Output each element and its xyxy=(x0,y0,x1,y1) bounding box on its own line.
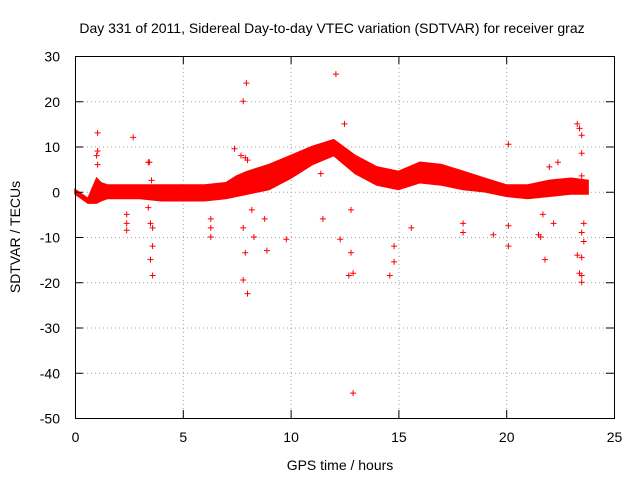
data-point xyxy=(147,256,154,263)
data-point xyxy=(240,224,247,231)
y-tick-label: -50 xyxy=(40,411,60,427)
data-point xyxy=(550,220,557,227)
data-point xyxy=(408,224,415,231)
data-point xyxy=(542,256,548,263)
data-point xyxy=(149,243,156,250)
y-tick-label: -10 xyxy=(40,230,60,246)
sdtvar-band xyxy=(74,138,589,204)
data-point xyxy=(147,220,154,227)
data-point xyxy=(350,390,357,397)
data-point xyxy=(578,272,585,279)
data-point xyxy=(146,159,153,166)
data-point xyxy=(578,172,585,179)
data-point xyxy=(145,204,152,211)
data-point xyxy=(94,129,101,136)
x-tick-label: 25 xyxy=(607,429,623,445)
data-point xyxy=(123,211,130,218)
data-point xyxy=(580,238,587,245)
data-point xyxy=(537,234,544,240)
grid-lines xyxy=(75,56,614,418)
data-point xyxy=(337,236,344,243)
axis-ticks xyxy=(75,56,615,419)
data-point xyxy=(123,220,130,227)
data-point xyxy=(460,229,467,236)
data-point xyxy=(149,272,156,279)
data-point xyxy=(460,220,467,227)
x-axis-label: GPS time / hours xyxy=(287,457,394,473)
data-point xyxy=(505,141,512,148)
y-tick-label: -30 xyxy=(40,320,60,336)
data-point xyxy=(386,272,393,279)
data-point xyxy=(240,277,247,283)
data-point xyxy=(240,98,247,105)
data-point xyxy=(242,249,249,256)
data-point xyxy=(505,243,512,250)
data-point xyxy=(391,258,398,265)
y-tick-label: 0 xyxy=(52,184,60,200)
data-point xyxy=(244,290,251,297)
x-tick-labels: 0 5 10 15 20 25 xyxy=(72,429,623,445)
x-tick-label: 10 xyxy=(283,429,299,445)
data-point xyxy=(250,234,257,240)
plot-frame xyxy=(75,56,615,419)
data-point xyxy=(263,247,270,254)
data-layer xyxy=(74,71,589,397)
data-point xyxy=(231,145,238,152)
data-point xyxy=(238,152,244,159)
data-point xyxy=(578,132,585,139)
data-point xyxy=(93,152,100,159)
y-tick-label: -40 xyxy=(40,365,60,381)
x-tick-label: 20 xyxy=(499,429,515,445)
data-point xyxy=(576,125,583,132)
data-point xyxy=(148,177,155,184)
data-point xyxy=(580,220,587,227)
data-point xyxy=(207,215,214,222)
data-point xyxy=(578,229,585,236)
data-point xyxy=(578,254,585,261)
y-axis-label: SDTVAR / TECUs xyxy=(7,181,23,293)
y-tick-label: 20 xyxy=(44,94,60,110)
data-point xyxy=(341,120,348,127)
data-point xyxy=(261,215,268,222)
data-point xyxy=(554,159,561,166)
data-point xyxy=(391,243,398,250)
data-point xyxy=(345,272,352,279)
data-point xyxy=(505,222,512,229)
x-tick-label: 0 xyxy=(72,429,80,445)
data-point xyxy=(578,279,585,286)
data-point xyxy=(243,80,250,87)
data-point xyxy=(283,236,290,243)
data-point xyxy=(207,234,214,240)
x-tick-label: 5 xyxy=(179,429,187,445)
data-point xyxy=(248,206,255,213)
data-point xyxy=(123,227,130,234)
data-point xyxy=(490,231,497,238)
data-point xyxy=(350,270,357,277)
data-point xyxy=(574,252,581,259)
data-point xyxy=(94,161,101,168)
data-point xyxy=(546,163,553,170)
data-point xyxy=(348,249,354,256)
y-tick-label: 30 xyxy=(44,49,60,65)
x-tick-label: 15 xyxy=(391,429,407,445)
data-point xyxy=(94,148,101,154)
data-point xyxy=(348,206,354,213)
data-point xyxy=(244,157,251,164)
data-point xyxy=(574,120,581,127)
data-point xyxy=(317,170,324,177)
data-point xyxy=(130,134,137,141)
data-point xyxy=(539,211,546,218)
y-tick-labels: -50 -40 -30 -20 -10 0 10 20 30 xyxy=(40,49,60,427)
data-point xyxy=(149,224,156,231)
data-point xyxy=(578,150,585,157)
y-tick-label: -20 xyxy=(40,275,60,291)
data-point xyxy=(207,224,214,231)
data-point xyxy=(319,215,326,222)
y-tick-label: 10 xyxy=(44,139,60,155)
chart-title: Day 331 of 2011, Sidereal Day-to-day VTE… xyxy=(79,20,584,36)
data-point xyxy=(332,71,339,78)
